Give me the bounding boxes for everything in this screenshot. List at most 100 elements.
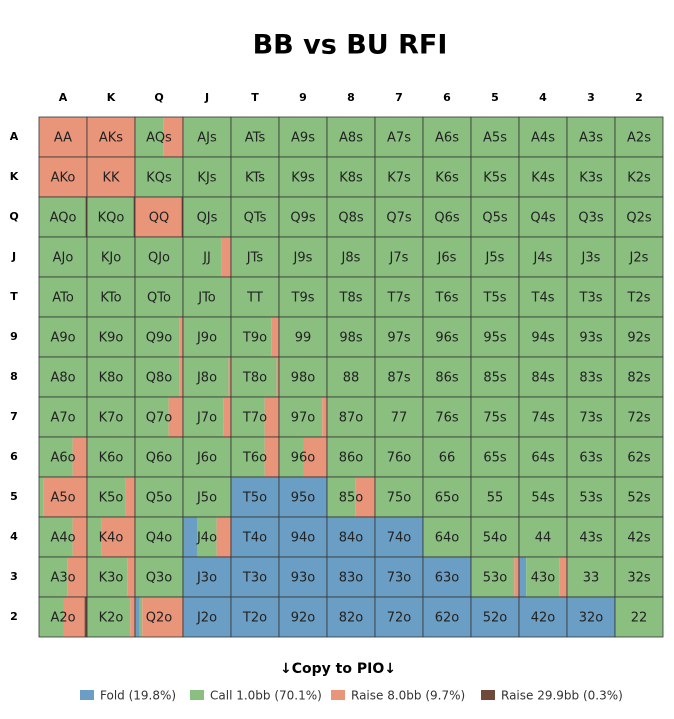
strategy-segment [375, 517, 423, 557]
strategy-segment [231, 557, 279, 597]
hand-label: A5s [483, 131, 507, 146]
strategy-segment [423, 397, 471, 437]
strategy-segment [375, 397, 423, 437]
strategy-segment [279, 197, 327, 237]
copy-button[interactable]: ↓Copy to PIO↓ [280, 661, 396, 677]
hand-label: A3o [50, 571, 75, 586]
strategy-segment [519, 397, 567, 437]
hand-label: 76o [387, 451, 412, 466]
strategy-segment [471, 597, 519, 637]
hand-label: J5s [485, 251, 505, 266]
strategy-segment [471, 317, 519, 357]
strategy-segment [375, 197, 423, 237]
strategy-segment [567, 237, 615, 277]
strategy-segment [133, 197, 135, 237]
strategy-segment [375, 437, 423, 477]
hand-label: Q7s [386, 211, 412, 226]
hand-label: Q8o [146, 371, 173, 386]
strategy-segment [615, 517, 663, 557]
hand-label: KQo [98, 211, 125, 226]
strategy-segment [279, 437, 303, 477]
strategy-segment [87, 557, 128, 597]
strategy-segment [216, 517, 231, 557]
hand-label: A2s [627, 131, 651, 146]
hand-label: 98s [339, 331, 363, 346]
strategy-segment [279, 357, 327, 397]
strategy-segment [231, 317, 272, 357]
legend-swatch [481, 690, 495, 700]
strategy-segment [615, 237, 663, 277]
hand-label: T6o [242, 451, 267, 466]
hand-label: 95o [291, 491, 316, 506]
hand-label: T9o [242, 331, 267, 346]
strategy-segment [183, 437, 231, 477]
hand-label: 64o [435, 531, 460, 546]
strategy-segment [327, 477, 356, 517]
hand-label: A2o [50, 611, 75, 626]
strategy-segment [168, 397, 183, 437]
strategy-segment [87, 597, 131, 637]
hand-label: Q4s [530, 211, 556, 226]
hand-label: 88 [343, 371, 360, 386]
strategy-segment [471, 517, 519, 557]
strategy-segment [615, 357, 663, 397]
hand-label: 62o [435, 611, 460, 626]
legend-swatch [80, 690, 94, 700]
strategy-segment [135, 437, 183, 477]
hand-label: 82o [339, 611, 364, 626]
hand-label: T2s [627, 291, 651, 306]
strategy-segment [39, 437, 73, 477]
legend-label: Raise 8.0bb (9.7%) [351, 689, 465, 703]
hand-label: K7s [387, 171, 411, 186]
hand-label: 74s [531, 411, 555, 426]
strategy-segment [43, 477, 87, 517]
hand-label: A6o [50, 451, 75, 466]
hand-label: 65s [483, 451, 507, 466]
strategy-segment [231, 517, 279, 557]
strategy-segment [63, 597, 85, 637]
column-header: A [59, 91, 68, 104]
hand-label: T8o [242, 371, 267, 386]
strategy-segment [327, 597, 375, 637]
strategy-segment [327, 277, 375, 317]
hand-label: 42o [531, 611, 556, 626]
hand-label: 32s [627, 571, 651, 586]
strategy-segment [471, 557, 515, 597]
hand-label: KTs [245, 171, 265, 186]
hand-label: 54o [483, 531, 508, 546]
hand-label: 63o [435, 571, 460, 586]
legend-label: Call 1.0bb (70.1%) [210, 689, 322, 703]
hand-label: 74o [387, 531, 412, 546]
strategy-segment [519, 477, 567, 517]
hand-label: QJs [197, 211, 218, 226]
hand-label: 92s [627, 331, 651, 346]
hand-label: 22 [631, 611, 648, 626]
column-header: 2 [635, 91, 643, 104]
strategy-segment [375, 277, 423, 317]
strategy-segment [423, 157, 471, 197]
strategy-segment [179, 317, 183, 357]
strategy-segment [327, 197, 375, 237]
hand-label: 44 [535, 531, 552, 546]
strategy-segment [231, 277, 279, 317]
row-header: 7 [10, 410, 18, 423]
strategy-segment [519, 357, 567, 397]
strategy-segment [101, 517, 135, 557]
hand-label: 77 [391, 411, 408, 426]
hand-label: T3o [242, 571, 267, 586]
strategy-segment [135, 477, 183, 517]
hand-label: Q6s [434, 211, 460, 226]
strategy-segment [231, 477, 279, 517]
hand-label: QQ [149, 211, 169, 226]
strategy-segment [183, 237, 222, 277]
row-header: T [10, 290, 18, 303]
hand-label: K5s [483, 171, 507, 186]
row-header: 4 [10, 530, 18, 543]
hand-label: T6s [435, 291, 459, 306]
strategy-segment [471, 117, 519, 157]
strategy-segment [135, 277, 183, 317]
strategy-segment [423, 117, 471, 157]
strategy-segment [87, 357, 135, 397]
hand-label: Q8s [338, 211, 364, 226]
strategy-segment [567, 117, 615, 157]
